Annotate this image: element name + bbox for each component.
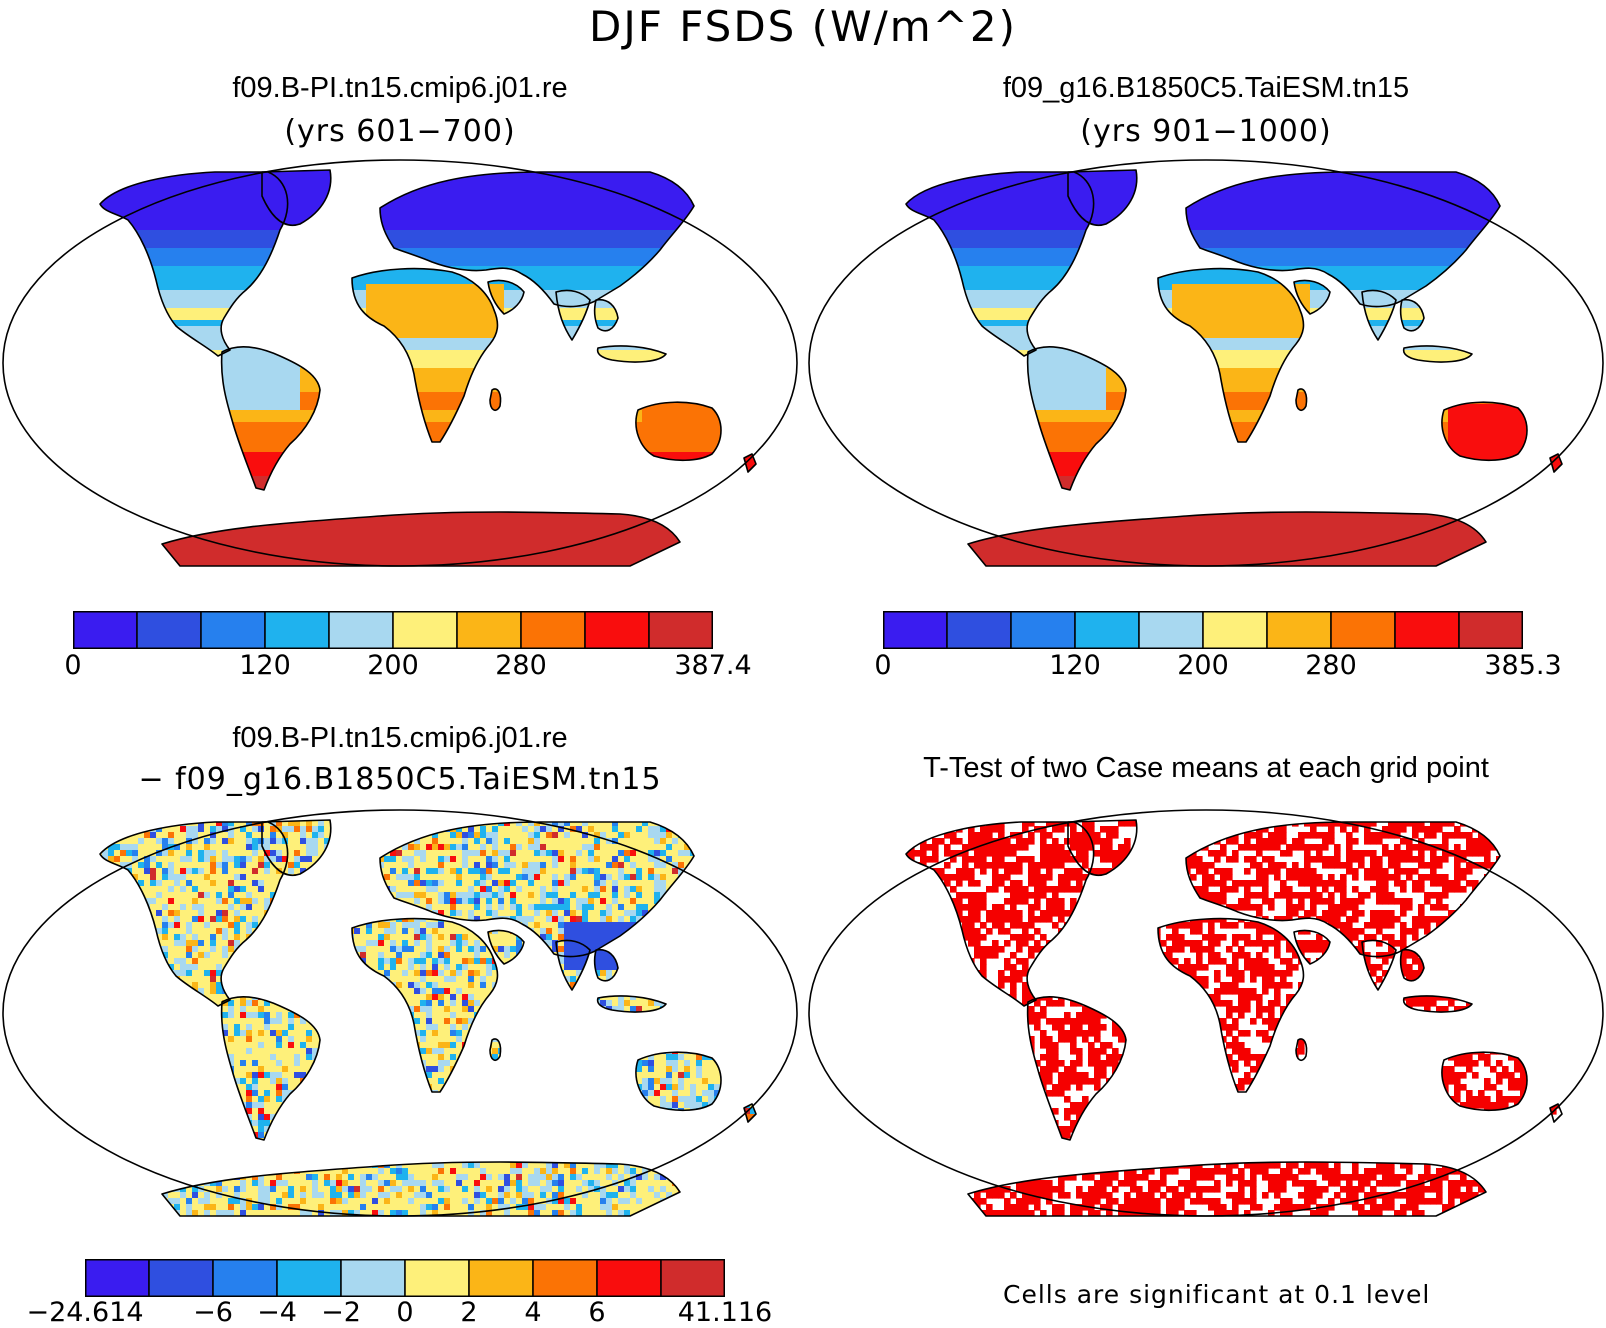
colorbar-bin [649, 611, 713, 649]
colorbar-bin [201, 611, 265, 649]
colorbar-tick-label: 280 [1305, 650, 1357, 681]
colorbar-bin [533, 1259, 597, 1297]
figure-title: DJF FSDS (W/m^2) [0, 2, 1606, 51]
colorbar-bin [277, 1259, 341, 1297]
colorbar-bin [585, 611, 649, 649]
panel4-title: T-Test of two Case means at each grid po… [806, 752, 1606, 785]
colorbar-bin [947, 611, 1011, 649]
colorbar-bin [137, 611, 201, 649]
colorbar-bin [85, 1259, 149, 1297]
colorbar-tick-label: 4 [524, 1297, 541, 1328]
panel3-title-line1: f09.B-PI.tn15.cmip6.j01.re [0, 722, 800, 755]
colorbar-tick-label: 0 [396, 1297, 413, 1328]
colorbar-bin [1075, 611, 1139, 649]
colorbar-bin [1331, 611, 1395, 649]
colorbar-tick-label: −4 [257, 1297, 297, 1328]
panel3-map [0, 808, 800, 1218]
colorbar-bin [1459, 611, 1523, 649]
colorbar-bin [265, 611, 329, 649]
panel3-title-line2: − f09_g16.B1850C5.TaiESM.tn15 [0, 762, 800, 797]
colorbar-tick-label: 120 [239, 650, 291, 681]
colorbar-bin [405, 1259, 469, 1297]
colorbar-bin [1011, 611, 1075, 649]
panel1-title-line2: (yrs 601−700) [0, 114, 800, 149]
panel2-title-line1: f09_g16.B1850C5.TaiESM.tn15 [806, 72, 1606, 105]
panel1-colorbar [73, 611, 713, 649]
colorbar-tick-label: 41.116 [678, 1297, 772, 1328]
colorbar-bin [1139, 611, 1203, 649]
colorbar-bin [341, 1259, 405, 1297]
panel2-map [806, 158, 1606, 568]
colorbar-bin [457, 611, 521, 649]
significance-note: Cells are significant at 0.1 level [1003, 1280, 1430, 1309]
colorbar-bin [73, 611, 137, 649]
colorbar-bin [1203, 611, 1267, 649]
colorbar-bin [393, 611, 457, 649]
panel3-colorbar [85, 1259, 725, 1297]
colorbar-tick-label: −2 [321, 1297, 361, 1328]
colorbar-tick-label: 200 [367, 650, 419, 681]
colorbar-tick-label: 6 [588, 1297, 605, 1328]
colorbar-tick-label: 120 [1049, 650, 1101, 681]
colorbar-tick-label: 0 [874, 650, 891, 681]
colorbar-tick-label: 387.4 [674, 650, 751, 681]
panel1-map [0, 158, 800, 568]
colorbar-tick-label: 0 [64, 650, 81, 681]
colorbar-bin [661, 1259, 725, 1297]
colorbar-bin [1395, 611, 1459, 649]
colorbar-bin [469, 1259, 533, 1297]
colorbar-bin [597, 1259, 661, 1297]
panel2-title-line2: (yrs 901−1000) [806, 114, 1606, 149]
panel1-title-line1: f09.B-PI.tn15.cmip6.j01.re [0, 72, 800, 105]
colorbar-bin [883, 611, 947, 649]
panel4-map [806, 808, 1606, 1218]
colorbar-tick-label: −24.614 [26, 1297, 143, 1328]
colorbar-tick-label: 2 [460, 1297, 477, 1328]
colorbar-bin [213, 1259, 277, 1297]
colorbar-tick-label: 385.3 [1484, 650, 1561, 681]
panel2-colorbar [883, 611, 1523, 649]
colorbar-bin [329, 611, 393, 649]
colorbar-tick-label: 280 [495, 650, 547, 681]
colorbar-tick-label: 200 [1177, 650, 1229, 681]
colorbar-bin [149, 1259, 213, 1297]
colorbar-bin [521, 611, 585, 649]
colorbar-tick-label: −6 [193, 1297, 233, 1328]
colorbar-bin [1267, 611, 1331, 649]
